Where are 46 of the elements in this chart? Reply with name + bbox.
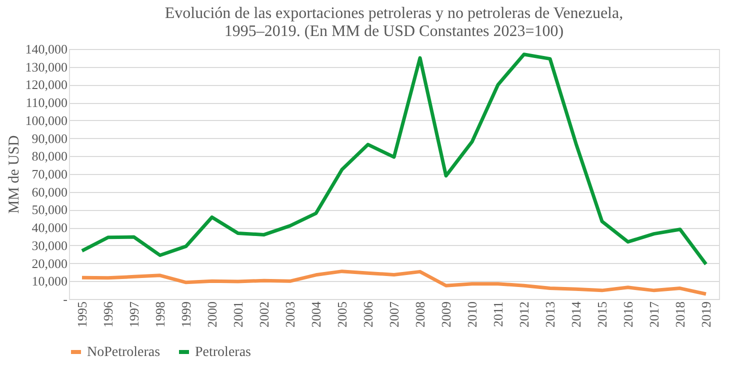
- y-tick-label: 30,000: [32, 238, 68, 253]
- x-tick-label: 2018: [672, 302, 688, 328]
- x-tick-label: 2007: [386, 301, 402, 328]
- x-tick-label: 2011: [490, 302, 506, 328]
- chart-title: Evolución de las exportaciones petroleras y no petroleras de Venezuela, 1995–2019. (En MM de USD Constantes 2023=100): [164, 5, 624, 40]
- y-tick-label: 120,000: [25, 77, 68, 92]
- y-tick-label: 110,000: [26, 95, 68, 110]
- x-tick-label: 2002: [256, 302, 272, 328]
- x-tick-label: 2000: [204, 302, 220, 328]
- x-tick-label: 2012: [516, 302, 532, 328]
- x-tick-label: 2003: [282, 302, 298, 328]
- x-tick-label: 2016: [620, 301, 636, 328]
- line-series: [80, 52, 708, 266]
- y-axis-title: MM de USD: [6, 135, 22, 214]
- y-tick-label: 80,000: [32, 148, 68, 164]
- y-tick-label: 20,000: [32, 256, 68, 271]
- x-tick-label: 1998: [152, 302, 168, 328]
- x-tick-label: 1996: [100, 301, 116, 328]
- x-tick-label: 2001: [230, 302, 246, 328]
- x-tick-label: 1997: [126, 301, 142, 328]
- x-tick-label: 1999: [178, 302, 194, 328]
- y-tick-label: 60,000: [32, 184, 68, 200]
- legend-label: NoPetroleras: [87, 345, 160, 360]
- x-tick-label: 2014: [568, 301, 584, 328]
- y-tick-label: 100,000: [25, 112, 68, 128]
- x-tick-label: 2015: [594, 302, 610, 328]
- y-tick-label: 40,000: [32, 220, 68, 236]
- x-tick-label: 2009: [438, 302, 454, 328]
- x-tick-label: 2008: [412, 302, 428, 328]
- x-tick-label: 2019: [698, 302, 714, 328]
- y-tick-label: -: [63, 292, 68, 306]
- x-tick-label: 2010: [464, 302, 480, 328]
- y-tick-label: 140,000: [25, 42, 68, 56]
- y-tick-label: 130,000: [25, 59, 68, 74]
- legend-label: Petroleras: [195, 345, 251, 360]
- y-tick-label: 50,000: [32, 202, 68, 218]
- x-tick-label: 2004: [308, 301, 324, 328]
- y-tick-label: 70,000: [32, 166, 68, 182]
- x-tick-label: 2005: [334, 302, 350, 328]
- y-tick-label: 90,000: [32, 130, 68, 146]
- y-tick-label: 10,000: [32, 274, 68, 289]
- line-series: [80, 270, 708, 296]
- x-tick-label: 2017: [646, 301, 662, 328]
- x-tick-label: 1995: [74, 302, 90, 328]
- x-tick-label: 2013: [542, 302, 558, 328]
- x-tick-label: 2006: [360, 301, 376, 328]
